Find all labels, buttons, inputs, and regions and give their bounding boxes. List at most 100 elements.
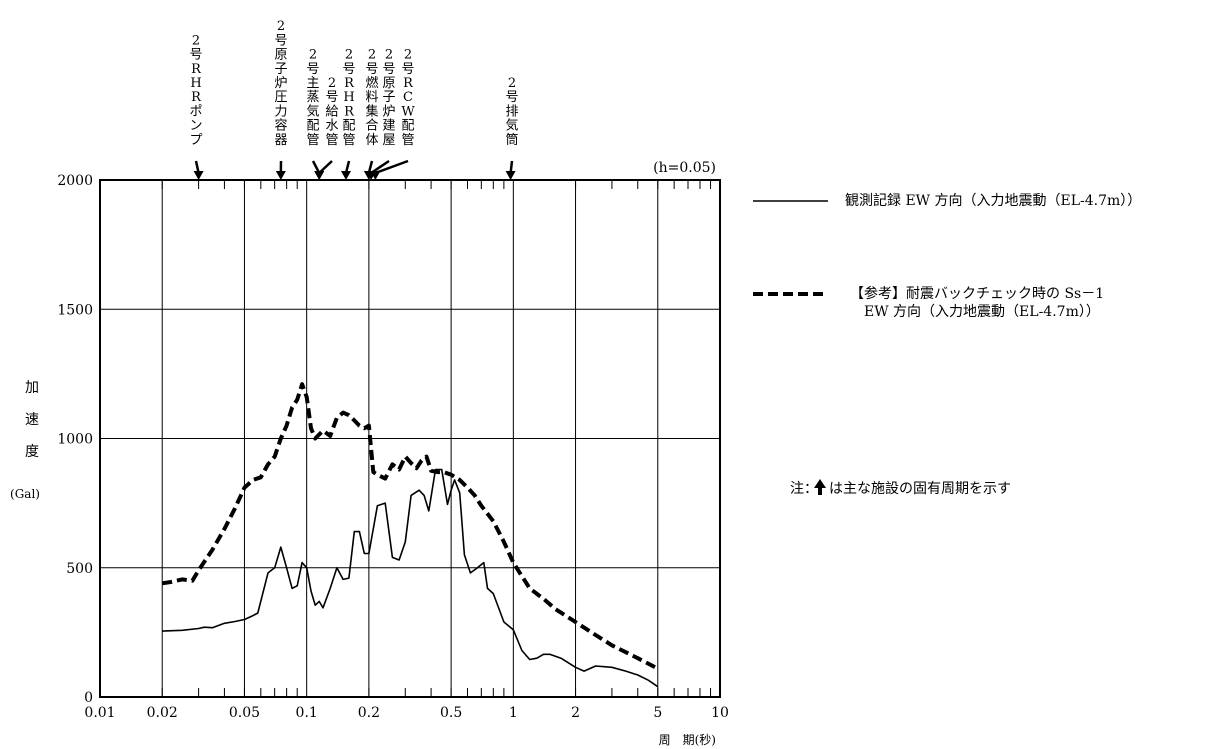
facility-label-char: 2 xyxy=(385,48,393,63)
legend-reference-label-line1: 【参考】耐震バックチェック時の Ss－1 xyxy=(850,286,1105,302)
facility-label-char: 屋 xyxy=(382,133,395,148)
facility-label-char: H xyxy=(343,90,354,105)
y-axis-label-char: 加 xyxy=(25,380,39,396)
facility-label-char: 器 xyxy=(274,133,287,148)
y-axis-unit: (Gal) xyxy=(10,487,40,501)
facility-label-char: 圧 xyxy=(274,90,287,105)
facility-label-char: H xyxy=(190,76,201,91)
facility-label-char: 配 xyxy=(306,119,319,134)
facility-label-char: 蒸 xyxy=(306,90,319,105)
plot-frame xyxy=(99,179,721,698)
y-axis-label-char: 度 xyxy=(25,444,39,460)
facility-label-char: 2 xyxy=(345,48,353,63)
facility-label-char: ポ xyxy=(189,104,202,119)
facility-label-char: 力 xyxy=(274,104,287,119)
facility-label-char: 気 xyxy=(306,103,319,119)
x-axis-label: 周 期(秒) xyxy=(659,733,716,747)
facility-label-char: 体 xyxy=(365,133,378,148)
facility-label-char: 料 xyxy=(365,90,378,105)
facility-label-char: 号 xyxy=(325,90,338,105)
facility-label-char: 号 xyxy=(401,62,414,77)
facility-label-char: 2 xyxy=(309,48,317,63)
facility-label-char: 号 xyxy=(342,62,355,77)
facility-label-char: 子 xyxy=(274,62,287,77)
facility-label-char: 管 xyxy=(325,133,338,148)
x-tick-label: 0.1 xyxy=(296,705,318,721)
facility-label-char: R xyxy=(344,76,355,91)
facility-markers: 2号RHRポンプ2号原子炉圧力容器2号主蒸気配管2号給水管2号RHR配管2号燃料… xyxy=(189,19,519,180)
facility-arrow-head xyxy=(505,171,516,180)
facility-label-char: 号 xyxy=(382,62,395,77)
facility-label-char: 炉 xyxy=(274,76,287,91)
facility-label-char: 建 xyxy=(382,119,395,134)
x-tick-label: 1 xyxy=(509,705,518,721)
facility-label-char: 気 xyxy=(505,118,518,134)
facility-arrow-head xyxy=(314,171,325,180)
facility-label-char: 管 xyxy=(342,133,355,148)
facility-label-char: R xyxy=(403,76,414,91)
x-tick-labels: 0.01 0.02 0.05 0.1 0.2 0.5 1 2 5 10 xyxy=(84,705,729,721)
y-tick-label: 0 xyxy=(84,690,93,706)
facility-label-char: 配 xyxy=(342,119,355,134)
facility-label-char: 炉 xyxy=(382,104,395,119)
facility-arrow-head xyxy=(341,171,352,180)
facility-label-char: 2 xyxy=(404,48,412,63)
facility-label-char: R xyxy=(344,104,355,119)
facility-label-char: W xyxy=(401,104,415,119)
facility-label-char: 主 xyxy=(306,76,319,91)
x-tick-label: 0.02 xyxy=(147,705,178,721)
facility-label-char: 原 xyxy=(382,76,395,91)
facility-label-char: 配 xyxy=(401,119,414,134)
facility-label-char: 号 xyxy=(306,62,319,77)
facility-label-char: 集 xyxy=(365,103,378,119)
facility-label-char: 排 xyxy=(505,104,518,119)
x-tick-label: 0.5 xyxy=(440,705,462,721)
facility-arrow-shaft xyxy=(374,159,409,175)
x-tick-label: 5 xyxy=(653,705,662,721)
observed-series-line xyxy=(162,468,659,688)
facility-label-char: プ xyxy=(189,133,202,148)
y-tick-label: 1500 xyxy=(57,302,93,318)
facility-label-char: 号 xyxy=(505,90,518,105)
y-tick-label: 1000 xyxy=(57,432,93,448)
legend-observed-label: 観測記録 EW 方向（入力地震動（EL-4.7m）） xyxy=(845,193,1142,209)
damping-label: (h=0.05) xyxy=(653,160,716,176)
facility-label-char: 子 xyxy=(382,90,395,105)
facility-label-char: R xyxy=(191,62,202,77)
grid-lines xyxy=(100,180,720,697)
facility-label-char: 合 xyxy=(365,119,378,134)
facility-label-char: 管 xyxy=(306,133,319,148)
facility-label-char: 2 xyxy=(328,76,336,91)
facility-label-char: 2 xyxy=(192,33,200,48)
facility-label-char: 筒 xyxy=(505,132,518,148)
facility-label-char: 2 xyxy=(277,19,285,34)
facility-label-char: 2 xyxy=(508,76,516,91)
facility-label-char: 号 xyxy=(189,48,202,63)
y-axis-label-char: 速 xyxy=(25,412,39,428)
facility-arrow-head xyxy=(275,171,286,180)
y-tick-labels: 0 500 1000 1500 2000 xyxy=(57,173,93,706)
facility-label-char: C xyxy=(403,90,413,105)
series-lines xyxy=(161,382,659,688)
facility-label-char: 給 xyxy=(325,104,338,119)
facility-label-char: 水 xyxy=(325,119,338,134)
facility-label-char: 号 xyxy=(365,62,378,77)
x-tick-label: 0.2 xyxy=(358,705,380,721)
up-arrow-icon xyxy=(814,479,826,495)
facility-arrow-head xyxy=(370,171,381,180)
facility-label-char: 容 xyxy=(274,118,287,134)
facility-label-char: 燃 xyxy=(365,75,378,91)
y-tick-label: 2000 xyxy=(57,173,93,189)
facility-arrow-head xyxy=(193,171,204,180)
x-tick-label: 0.05 xyxy=(229,705,260,721)
facility-label-char: 2 xyxy=(368,48,376,63)
x-tick-label: 0.01 xyxy=(84,705,115,721)
y-axis-label: 加速度 xyxy=(25,380,39,460)
facility-label-char: R xyxy=(191,90,202,105)
x-tick-label: 2 xyxy=(571,705,580,721)
note-prefix: 注： xyxy=(790,481,818,497)
reference-ss1-series-line xyxy=(161,382,659,671)
y-tick-label: 500 xyxy=(66,561,93,577)
legend-reference-label-line2: EW 方向（入力地震動（EL-4.7m）） xyxy=(864,304,1100,320)
